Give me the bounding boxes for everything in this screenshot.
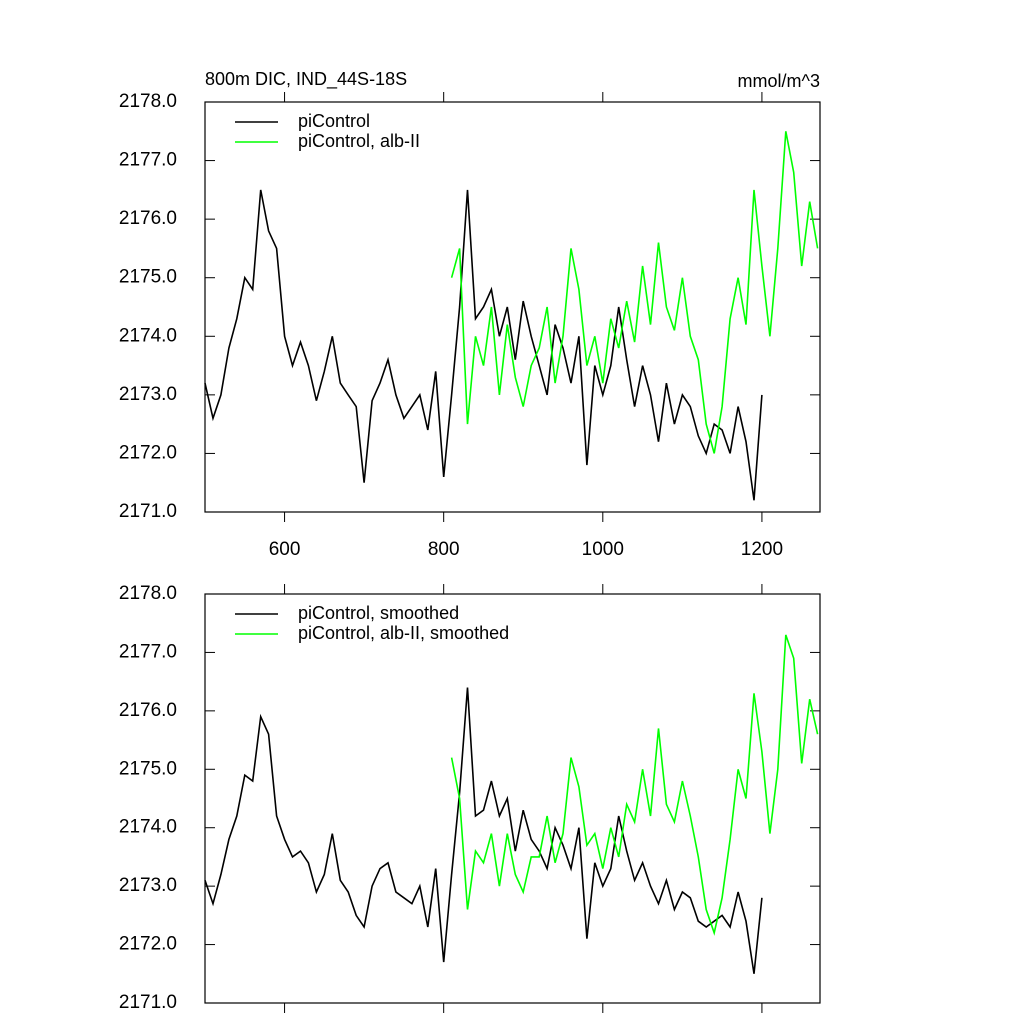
- series-line: [204, 687, 763, 974]
- y-tick-label: 2176.0: [119, 208, 177, 229]
- x-tick-label: 1000: [582, 539, 624, 560]
- x-tick-label: 1200: [741, 539, 783, 560]
- series-line: [204, 189, 763, 501]
- x-tick-label: 600: [269, 539, 301, 560]
- y-tick-label: 2174.0: [119, 817, 177, 838]
- legend-label: piControl, smoothed: [298, 603, 459, 623]
- y-tick-label: 2175.0: [119, 267, 177, 288]
- plot-frame: [204, 101, 821, 513]
- y-tick-label: 2174.0: [119, 325, 177, 346]
- x-tick-label: 800: [428, 539, 460, 560]
- chart-title: 800m DIC, IND_44S-18S: [205, 69, 407, 90]
- y-tick-label: 2178.0: [119, 583, 177, 604]
- y-tick-label: 2177.0: [119, 641, 177, 662]
- y-tick-label: 2171.0: [119, 992, 177, 1013]
- plot-frame: [204, 593, 821, 1004]
- y-tick-label: 2177.0: [119, 150, 177, 171]
- y-tick-label: 2178.0: [119, 91, 177, 112]
- legend-label: piControl, alb-II, smoothed: [298, 623, 509, 643]
- y-tick-label: 2173.0: [119, 875, 177, 896]
- legend-label: piControl, alb-II: [298, 131, 420, 151]
- y-tick-label: 2173.0: [119, 384, 177, 405]
- y-tick-label: 2175.0: [119, 758, 177, 779]
- units-label: mmol/m^3: [738, 71, 820, 91]
- y-tick-label: 2176.0: [119, 700, 177, 721]
- y-tick-label: 2171.0: [119, 501, 177, 522]
- series-line: [450, 131, 819, 454]
- legend-label: piControl: [298, 111, 370, 131]
- y-tick-label: 2172.0: [119, 934, 177, 955]
- series-line: [450, 634, 819, 936]
- y-tick-label: 2172.0: [119, 442, 177, 463]
